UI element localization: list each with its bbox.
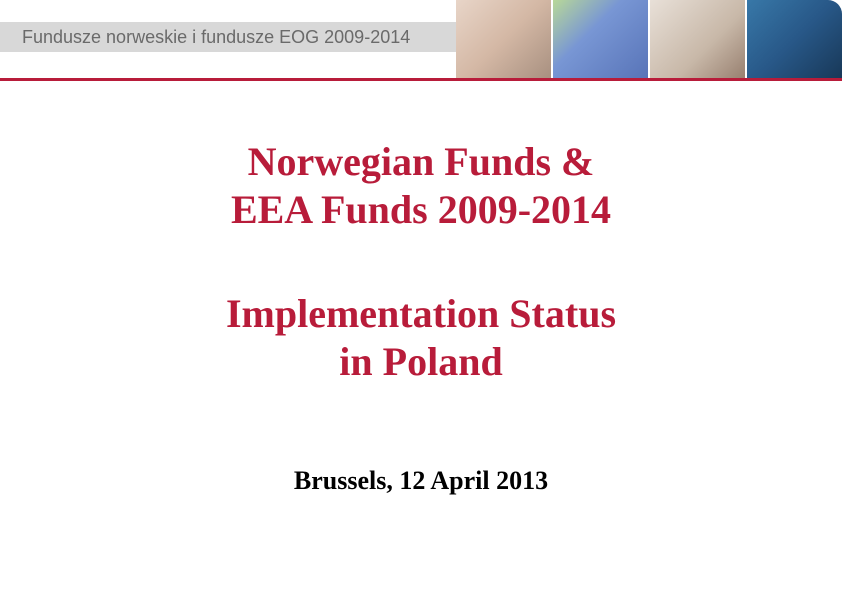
header-photo-1 [456, 0, 551, 78]
header-underline [0, 78, 842, 81]
header-label: Fundusze norweskie i fundusze EOG 2009-2… [22, 27, 410, 48]
subtitle-line-1: Implementation Status [0, 290, 842, 338]
slide-content: Norwegian Funds & EEA Funds 2009-2014 Im… [0, 78, 842, 496]
subtitle-line-2: in Poland [0, 338, 842, 386]
title-line-1: Norwegian Funds & [0, 138, 842, 186]
header-photo-3 [650, 0, 745, 78]
footer-date: Brussels, 12 April 2013 [0, 466, 842, 496]
title-line-2: EEA Funds 2009-2014 [0, 186, 842, 234]
header-photo-4 [747, 0, 842, 78]
header-image-strip [456, 0, 842, 78]
header-photo-2 [553, 0, 648, 78]
header-text-bar: Fundusze norweskie i fundusze EOG 2009-2… [0, 22, 456, 52]
slide-header: Fundusze norweskie i fundusze EOG 2009-2… [0, 0, 842, 78]
subtitle-block: Implementation Status in Poland [0, 290, 842, 386]
